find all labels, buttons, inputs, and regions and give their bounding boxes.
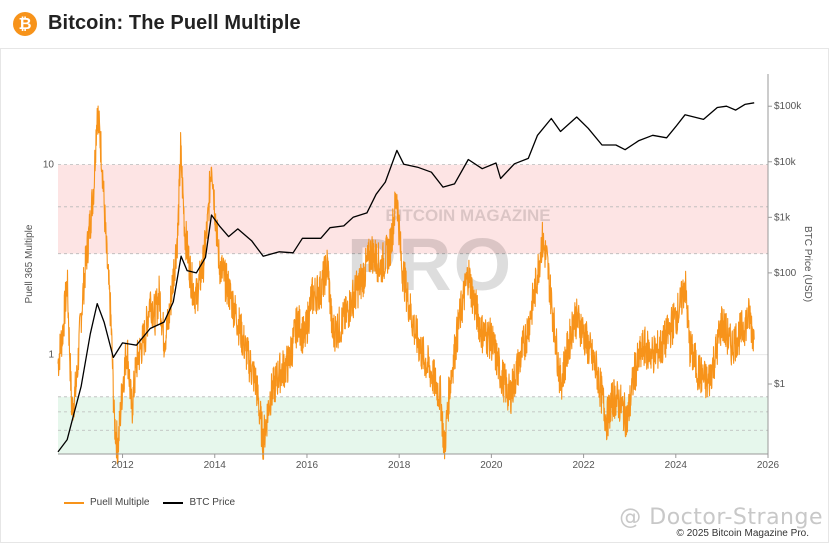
bitcoin-icon: ₿ — [13, 12, 37, 36]
x-tick-label: 2024 — [665, 460, 688, 471]
x-tick-label: 2012 — [111, 460, 134, 471]
x-tick-label: 2026 — [757, 460, 780, 471]
x-tick-label: 2020 — [480, 460, 503, 471]
watermark: BITCOIN MAGAZINE PRO — [347, 206, 551, 306]
puell-multiple-chart: BITCOIN MAGAZINE PRO 2012 2014 2016 2018 202… — [24, 74, 813, 471]
y-left-tick-label: 10 — [43, 160, 55, 171]
x-tick-label: 2022 — [572, 460, 595, 471]
credit-watermark: @ Doctor-Strange — [619, 505, 823, 530]
y-right-axis-title: BTC Price (USD) — [802, 226, 813, 302]
legend-swatch-puell — [64, 501, 84, 504]
series-puell-multiple — [57, 105, 755, 465]
legend-label-puell: Puell Multiple — [90, 497, 150, 508]
series-btc-price — [57, 102, 755, 453]
x-tick-label: 2014 — [204, 460, 227, 471]
legend-item-btc[interactable]: BTC Price — [163, 497, 235, 508]
y-right-tick-label: $1 — [774, 379, 786, 390]
watermark-line1: BITCOIN MAGAZINE — [385, 206, 550, 225]
header: ₿ Bitcoin: The Puell Multiple — [0, 0, 829, 49]
y-right-tick-label: $100k — [774, 101, 802, 112]
x-tick-label: 2016 — [296, 460, 319, 471]
y-left-tick-label: 1 — [48, 350, 54, 361]
y-right-tick-label: $1k — [774, 212, 791, 223]
y-right-tick-label: $10k — [774, 157, 797, 168]
x-tick-label: 2018 — [388, 460, 411, 471]
y-right-tick-label: $100 — [774, 268, 797, 279]
copyright: © 2025 Bitcoin Magazine Pro. — [676, 528, 809, 539]
legend-label-btc: BTC Price — [189, 497, 236, 508]
legend-swatch-btc — [163, 501, 184, 504]
band-low — [58, 396, 768, 454]
legend: Puell Multiple BTC Price — [64, 497, 235, 508]
page-title: Bitcoin: The Puell Multiple — [48, 12, 301, 34]
y-left-axis-title: Puell 365 Multiple — [24, 224, 35, 303]
band-high — [58, 164, 768, 254]
legend-item-puell[interactable]: Puell Multiple — [64, 497, 149, 508]
